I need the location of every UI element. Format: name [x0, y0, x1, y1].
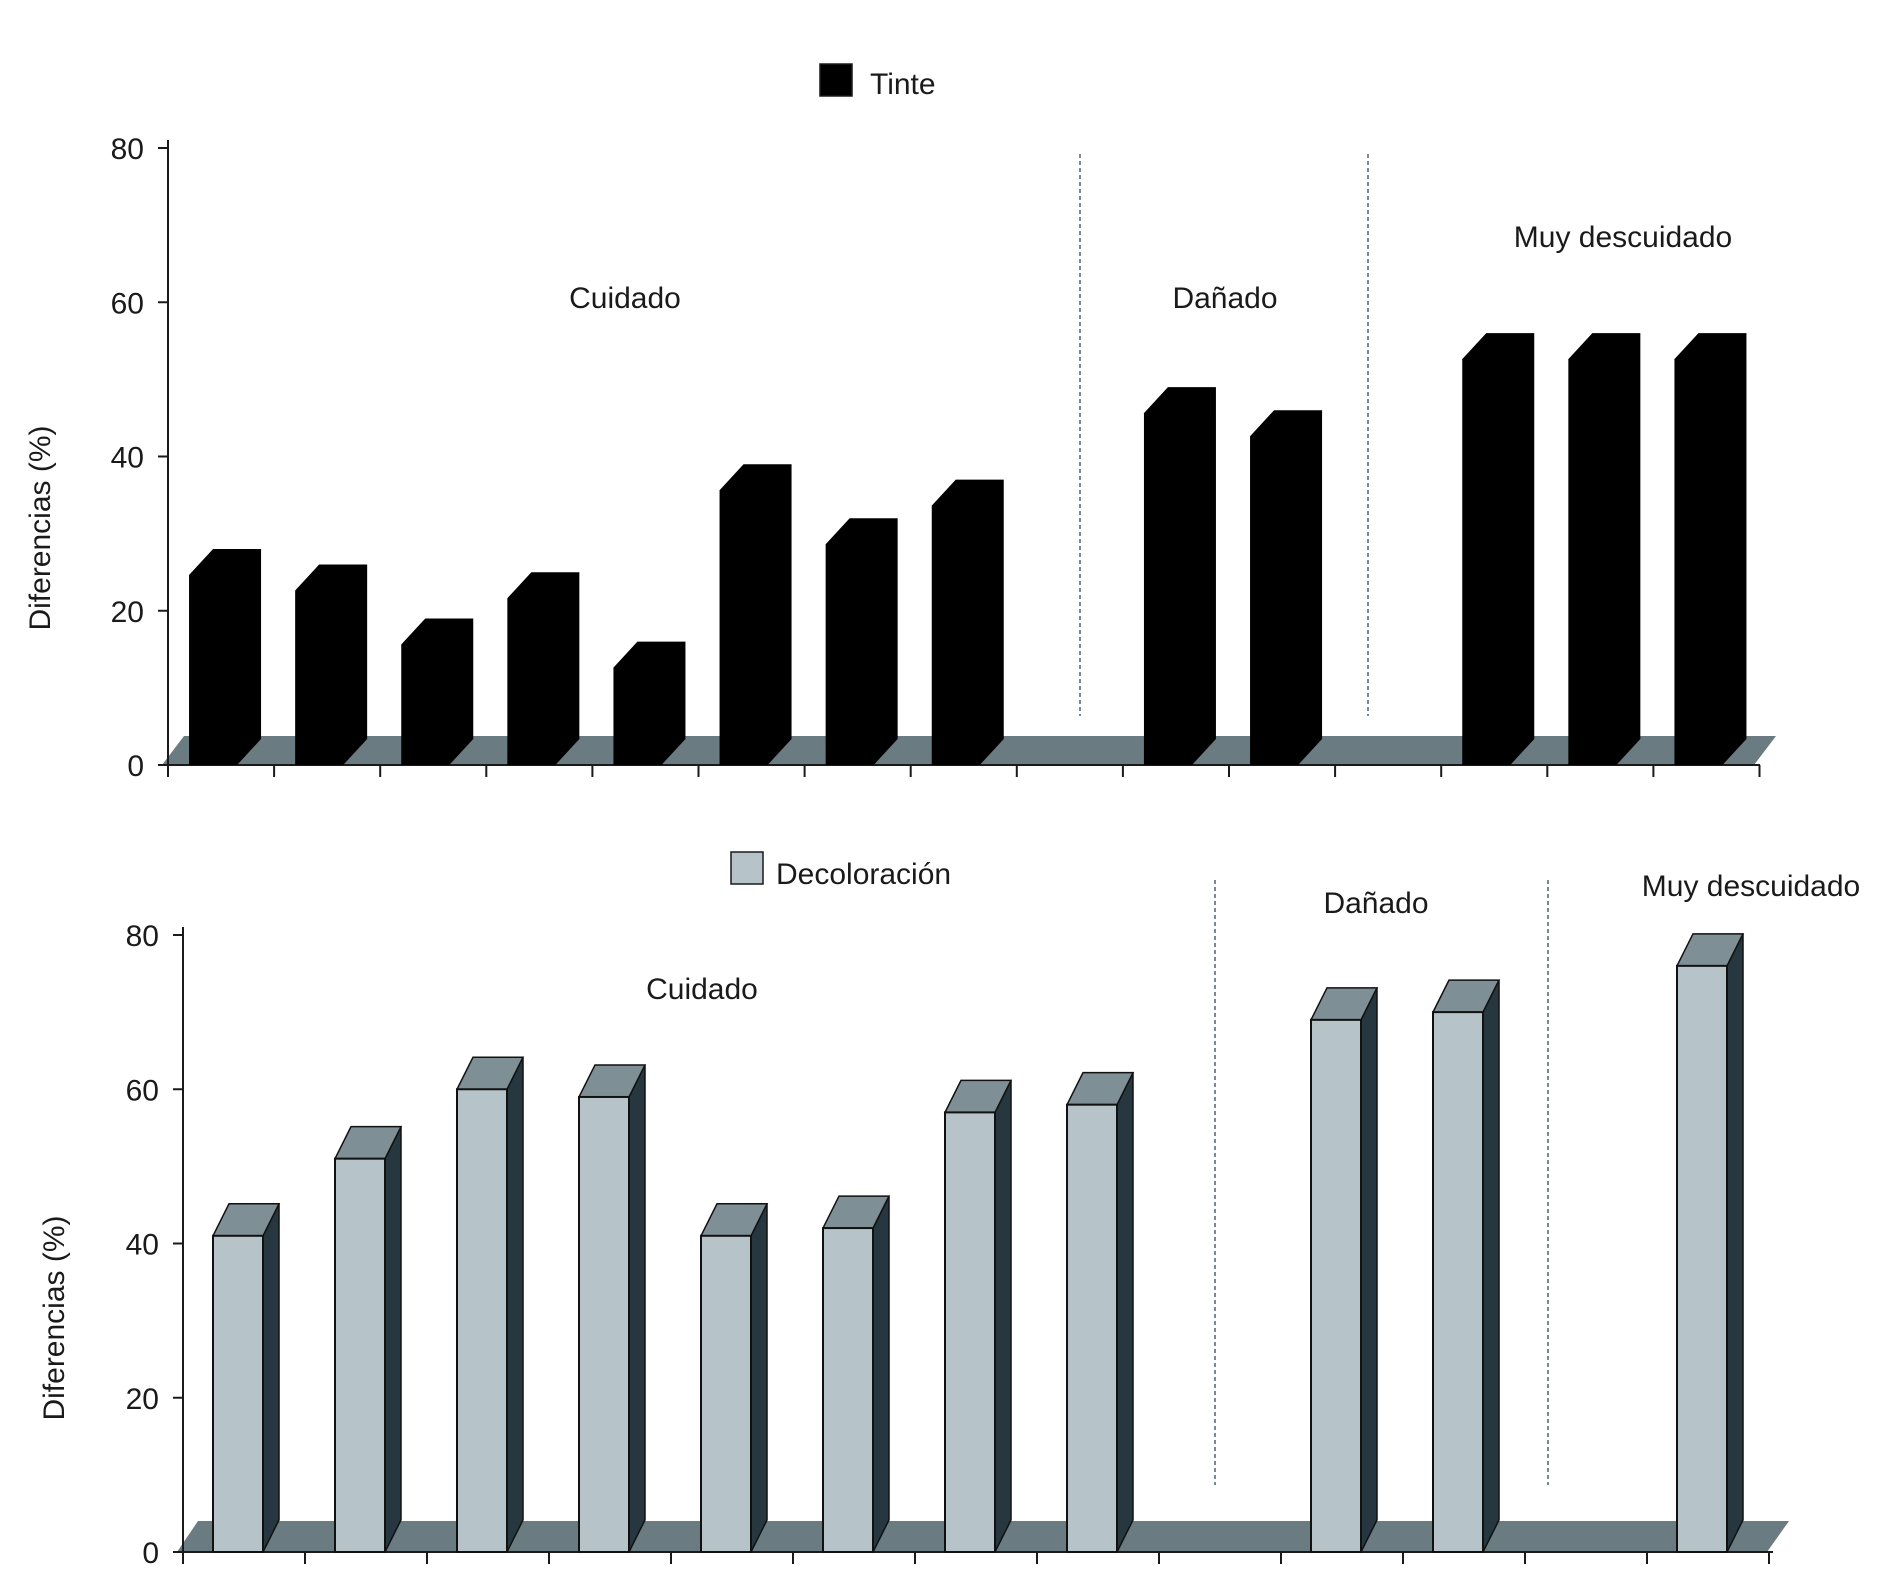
- bar-front: [456, 1088, 508, 1553]
- bar-body: [931, 479, 1004, 765]
- bar: [1462, 333, 1535, 765]
- y-tick-label: 20: [126, 1383, 159, 1416]
- bar-front: [212, 1234, 264, 1553]
- bar-side: [1116, 1072, 1134, 1553]
- legend-swatch: [819, 63, 853, 97]
- bar: [1568, 333, 1641, 765]
- bar: [943, 1079, 1013, 1553]
- bar-body: [189, 549, 262, 765]
- group-label: Cuidado: [646, 973, 758, 1006]
- group-label: Dañado: [1172, 282, 1277, 315]
- bar: [211, 1203, 281, 1553]
- bar: [1065, 1071, 1135, 1554]
- bar-front: [944, 1111, 996, 1553]
- bar-side: [1726, 933, 1744, 1553]
- bar: [825, 518, 898, 765]
- bar: [333, 1125, 403, 1553]
- legend-label: Tinte: [870, 68, 936, 101]
- bar: [577, 1064, 647, 1554]
- legend-label: Decoloración: [776, 858, 951, 891]
- bar: [719, 464, 792, 765]
- y-tick-label: 0: [142, 1537, 159, 1564]
- y-axis-label: Diferencias (%): [38, 1215, 71, 1420]
- y-tick-label: 60: [126, 1074, 159, 1107]
- bar-body: [295, 564, 368, 765]
- bar-body: [825, 518, 898, 765]
- bar-side: [628, 1064, 646, 1553]
- bar-side: [384, 1126, 402, 1553]
- bar: [1143, 387, 1216, 765]
- bar-body: [719, 464, 792, 765]
- bar-front: [822, 1227, 874, 1553]
- bar: [189, 549, 262, 765]
- group-label: Dañado: [1323, 887, 1428, 920]
- y-tick-label: 80: [126, 920, 159, 953]
- y-tick-label: 0: [127, 750, 144, 783]
- bar-side: [506, 1056, 524, 1553]
- bar-body: [507, 572, 580, 765]
- bar: [613, 641, 686, 765]
- bar-side: [1482, 979, 1500, 1553]
- bar-front: [1432, 1011, 1484, 1553]
- bar: [1675, 933, 1745, 1553]
- bar: [401, 618, 474, 765]
- bar-front: [1676, 964, 1728, 1553]
- bar: [931, 479, 1004, 765]
- y-tick-label: 40: [126, 1229, 159, 1262]
- y-tick-label: 40: [111, 442, 144, 475]
- bar: [507, 572, 580, 765]
- bar-side: [872, 1195, 890, 1553]
- bar-side: [994, 1080, 1012, 1553]
- bar: [1250, 410, 1323, 765]
- y-axis-label: Diferencias (%): [24, 425, 57, 630]
- bar: [455, 1056, 525, 1553]
- bar-front: [1310, 1018, 1362, 1553]
- bar: [1309, 987, 1379, 1553]
- chart-panel-2: Decoloración 0 20 40 60 80 Diferencias (%) Cuid…: [38, 851, 1860, 1569]
- bar-body: [1143, 387, 1216, 765]
- bar: [821, 1195, 891, 1553]
- bar: [1674, 333, 1747, 765]
- bar-body: [1250, 410, 1323, 765]
- bar-side: [262, 1203, 280, 1553]
- chart-panel-1: Tinte 0 20 40 60 80 Diferencias (%) Cuidado Daña…: [24, 63, 1776, 783]
- bar-body: [613, 641, 686, 765]
- y-tick-label: 80: [111, 133, 144, 166]
- group-label: Muy descuidado: [1514, 221, 1732, 254]
- bar-front: [578, 1095, 630, 1554]
- bar-side: [1360, 987, 1378, 1553]
- bar-body: [1674, 333, 1747, 765]
- y-tick-label: 20: [111, 596, 144, 629]
- bar-body: [401, 618, 474, 765]
- bar: [699, 1203, 769, 1553]
- y-tick-label: 60: [111, 287, 144, 320]
- bar-front: [700, 1234, 752, 1553]
- bar-body: [1462, 333, 1535, 765]
- bar: [295, 564, 368, 765]
- bar-front: [334, 1157, 386, 1553]
- bar-side: [750, 1203, 768, 1553]
- group-label: Cuidado: [569, 282, 681, 315]
- bar-body: [1568, 333, 1641, 765]
- group-label: Muy descuidado: [1642, 870, 1860, 903]
- bar: [1431, 979, 1501, 1553]
- legend-swatch: [730, 851, 764, 885]
- bar-front: [1066, 1103, 1118, 1554]
